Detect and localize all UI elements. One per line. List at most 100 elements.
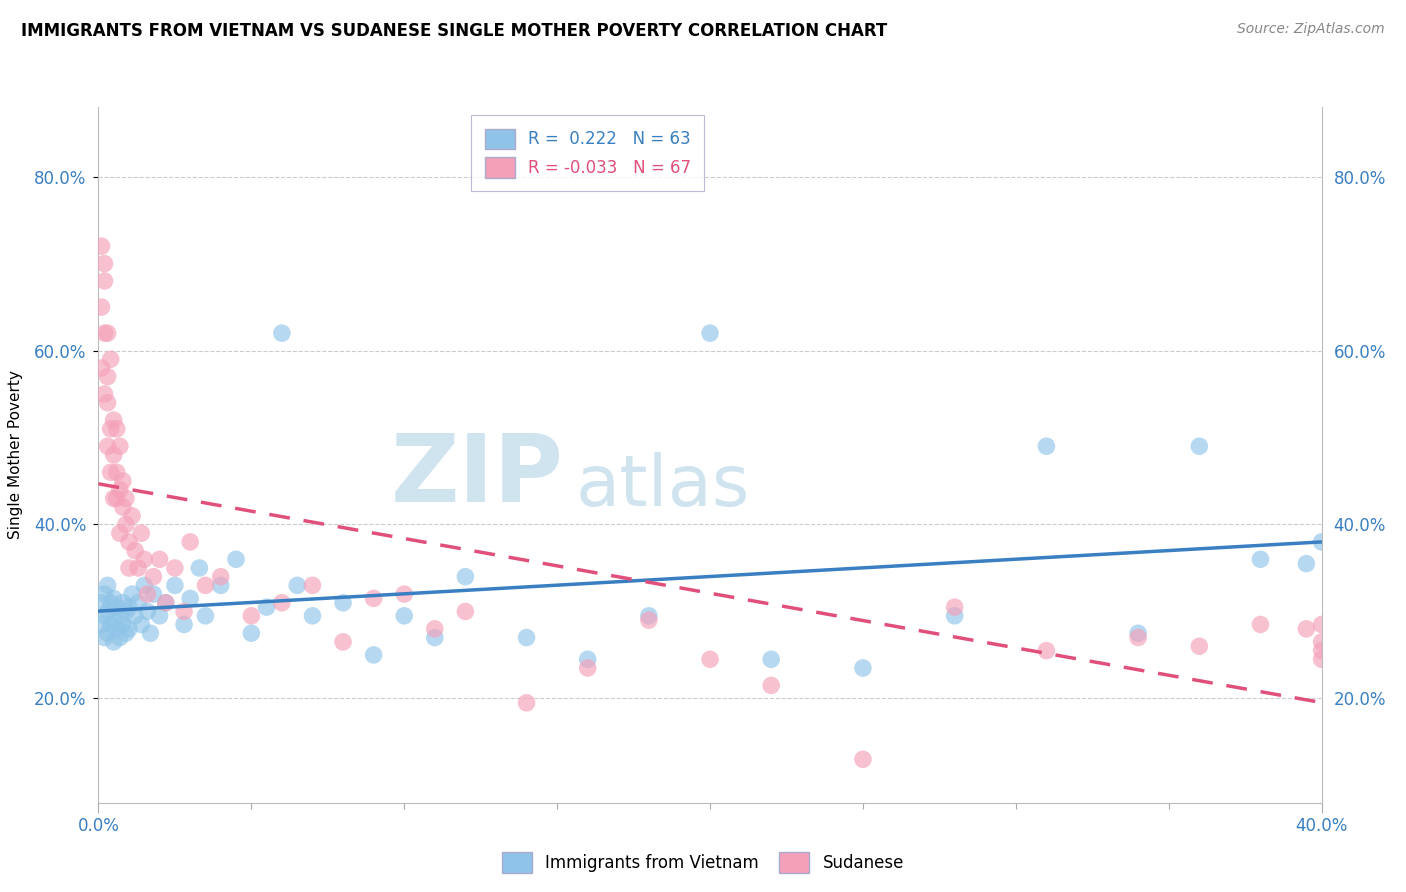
Text: IMMIGRANTS FROM VIETNAM VS SUDANESE SINGLE MOTHER POVERTY CORRELATION CHART: IMMIGRANTS FROM VIETNAM VS SUDANESE SING… — [21, 22, 887, 40]
Point — [194, 608, 217, 623]
Point — [1310, 617, 1333, 632]
Point — [576, 652, 599, 666]
Point — [209, 578, 232, 592]
Point — [852, 752, 875, 766]
Point — [115, 491, 138, 506]
Point — [103, 448, 125, 462]
Point — [285, 578, 308, 592]
Point — [118, 534, 141, 549]
Point — [97, 578, 120, 592]
Point — [90, 239, 112, 253]
Point — [93, 387, 115, 401]
Point — [108, 608, 131, 623]
Point — [1035, 439, 1057, 453]
Point — [516, 631, 538, 645]
Point — [301, 578, 323, 592]
Point — [173, 617, 195, 632]
Point — [209, 570, 232, 584]
Point — [100, 617, 122, 632]
Text: Source: ZipAtlas.com: Source: ZipAtlas.com — [1237, 22, 1385, 37]
Point — [256, 600, 278, 615]
Point — [121, 508, 143, 523]
Point — [97, 605, 120, 619]
Point — [155, 596, 177, 610]
Point — [111, 474, 134, 488]
Point — [516, 696, 538, 710]
Legend: R =  0.222   N = 63, R = -0.033   N = 67: R = 0.222 N = 63, R = -0.033 N = 67 — [471, 115, 704, 191]
Point — [637, 608, 661, 623]
Point — [115, 626, 138, 640]
Point — [240, 626, 263, 640]
Point — [90, 617, 112, 632]
Y-axis label: Single Mother Poverty: Single Mother Poverty — [8, 370, 22, 540]
Point — [454, 605, 477, 619]
Point — [637, 613, 661, 627]
Point — [163, 578, 186, 592]
Point — [576, 661, 599, 675]
Point — [97, 326, 120, 340]
Point — [1128, 626, 1150, 640]
Point — [118, 561, 141, 575]
Point — [105, 422, 128, 436]
Point — [1310, 652, 1333, 666]
Point — [301, 608, 323, 623]
Point — [1188, 639, 1211, 653]
Point — [111, 617, 134, 632]
Point — [111, 596, 134, 610]
Point — [363, 591, 385, 606]
Point — [93, 608, 115, 623]
Point — [1188, 439, 1211, 453]
Point — [699, 326, 721, 340]
Point — [129, 526, 152, 541]
Text: atlas: atlas — [575, 451, 749, 521]
Point — [1295, 622, 1317, 636]
Point — [129, 617, 152, 632]
Point — [1035, 643, 1057, 657]
Point — [1249, 617, 1271, 632]
Point — [943, 600, 966, 615]
Point — [103, 635, 125, 649]
Point — [155, 596, 177, 610]
Point — [134, 578, 156, 592]
Point — [93, 326, 115, 340]
Legend: Immigrants from Vietnam, Sudanese: Immigrants from Vietnam, Sudanese — [495, 846, 911, 880]
Point — [139, 626, 162, 640]
Point — [111, 500, 134, 514]
Point — [149, 552, 172, 566]
Point — [943, 608, 966, 623]
Point — [108, 631, 131, 645]
Point — [392, 608, 416, 623]
Point — [136, 605, 159, 619]
Point — [124, 608, 146, 623]
Point — [134, 552, 156, 566]
Point — [93, 274, 115, 288]
Point — [1249, 552, 1271, 566]
Point — [97, 369, 120, 384]
Point — [100, 352, 122, 367]
Point — [1128, 631, 1150, 645]
Point — [332, 635, 354, 649]
Point — [179, 591, 201, 606]
Point — [423, 622, 446, 636]
Point — [105, 466, 128, 480]
Point — [240, 608, 263, 623]
Point — [118, 622, 141, 636]
Point — [121, 587, 143, 601]
Point — [163, 561, 186, 575]
Point — [97, 395, 120, 409]
Point — [270, 326, 292, 340]
Point — [90, 596, 112, 610]
Point — [97, 626, 120, 640]
Point — [142, 587, 165, 601]
Point — [100, 596, 122, 610]
Point — [105, 622, 128, 636]
Point — [759, 678, 782, 692]
Point — [225, 552, 247, 566]
Point — [90, 300, 112, 314]
Point — [103, 591, 125, 606]
Point — [188, 561, 211, 575]
Point — [270, 596, 292, 610]
Point — [100, 466, 122, 480]
Point — [115, 517, 138, 532]
Point — [194, 578, 217, 592]
